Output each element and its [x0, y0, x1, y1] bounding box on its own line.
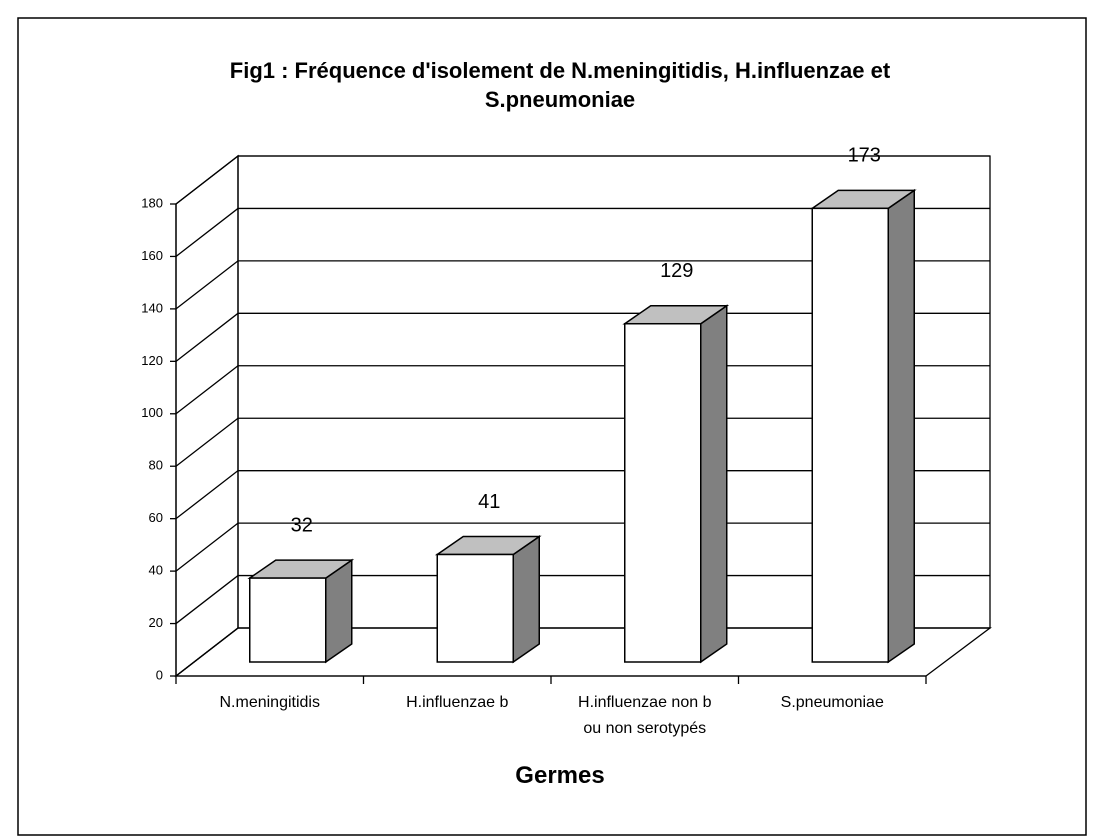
y-tick-label: 100	[141, 405, 163, 420]
value-label: 41	[478, 491, 500, 513]
y-tick-label: 120	[141, 353, 163, 368]
grid-line	[175, 312, 990, 362]
x-tick-label: H.influenzae b	[406, 694, 509, 711]
grid-line	[175, 574, 990, 625]
bar-side	[700, 304, 728, 664]
y-tick-label: 60	[149, 510, 163, 525]
bar	[249, 577, 327, 663]
grid-line	[175, 522, 990, 572]
y-tick-label: 180	[141, 195, 163, 210]
grid-line	[175, 207, 990, 257]
bar	[624, 322, 702, 663]
grid-line	[175, 260, 990, 310]
bar	[436, 553, 514, 663]
y-tick-label: 20	[149, 615, 163, 630]
x-tick-label: N.meningitidis	[219, 694, 320, 711]
grid-line	[175, 365, 990, 415]
y-tick-label: 140	[141, 300, 163, 315]
value-label: 32	[291, 514, 313, 536]
y-tick-label: 40	[149, 563, 163, 578]
y-tick-label: 80	[149, 458, 163, 473]
bar	[811, 207, 889, 663]
bar-side	[512, 535, 540, 664]
chart-title: Fig1 : Fréquence d'isolement de N.mening…	[229, 58, 891, 112]
x-axis-label: Germes	[515, 762, 605, 789]
x-tick-label: H.influenzae non b ou non serotypés	[578, 694, 712, 737]
y-tick-label: 0	[156, 667, 163, 682]
x-tick-label: S.pneumoniae	[780, 694, 884, 711]
bar-side	[887, 188, 915, 664]
value-label: 173	[848, 145, 881, 167]
y-tick-label: 160	[141, 248, 163, 263]
grid-line	[175, 627, 990, 677]
grid-line	[175, 155, 990, 205]
grid-line	[175, 417, 990, 467]
value-label: 129	[660, 260, 693, 282]
grid-line	[175, 470, 990, 520]
